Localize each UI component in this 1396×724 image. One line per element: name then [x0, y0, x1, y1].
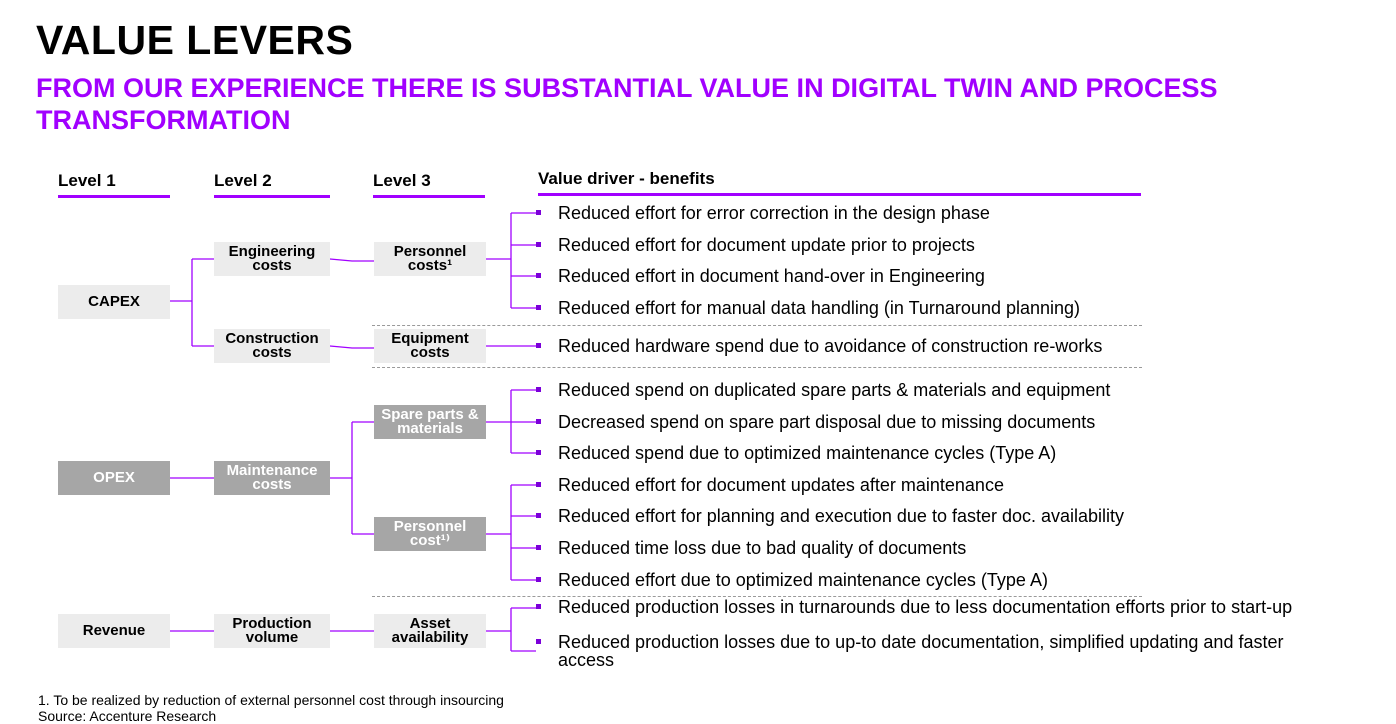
level2-label-line: costs: [252, 257, 292, 274]
benefit-item: Reduced effort for document updates afte…: [536, 476, 1004, 494]
benefit-text: Reduced effort for manual data handling …: [558, 298, 1081, 318]
level3-label-line: Spare parts &: [381, 406, 479, 423]
column-header-level-1: Level 1: [58, 171, 170, 198]
benefit-item: Reduced effort for manual data handling …: [536, 299, 1080, 317]
bullet-icon: [536, 513, 541, 518]
bullet-icon: [536, 604, 541, 609]
connector-engineering-personnel: [329, 258, 374, 262]
level1-revenue-label: Revenue: [82, 622, 146, 639]
bullet-icon: [536, 450, 541, 455]
level3-label-line: cost¹⁾: [409, 532, 451, 549]
benefit-item: Reduced time loss due to bad quality of …: [536, 539, 966, 557]
level1-opex-box: OPEX: [58, 461, 170, 495]
level1-revenue-box: Revenue: [58, 614, 170, 648]
level3-asset-availability-box: Asset availability: [374, 614, 486, 648]
level2-label-line: Production: [232, 615, 312, 632]
level3-label-line: Personnel: [393, 243, 467, 260]
benefit-item: Reduced production losses in turnarounds…: [536, 598, 1336, 616]
divider-dashed: [372, 325, 1142, 326]
level3-label-line: materials: [397, 420, 463, 437]
level2-label-line: costs: [252, 476, 292, 493]
bullet-icon: [536, 273, 541, 278]
bullet-icon: [536, 639, 541, 644]
column-header-level-3: Level 3: [373, 171, 485, 198]
benefit-item: Decreased spend on spare part disposal d…: [536, 413, 1095, 431]
level3-personnel-cost-box: Personnel cost¹⁾: [374, 517, 486, 551]
page-subtitle: FROM OUR EXPERIENCE THERE IS SUBSTANTIAL…: [36, 73, 1218, 135]
benefit-item: Reduced effort due to optimized maintena…: [536, 571, 1048, 589]
bullet-icon: [536, 305, 541, 310]
divider-dashed: [372, 596, 1142, 597]
bullet-icon: [536, 545, 541, 550]
bullet-icon: [536, 343, 541, 348]
bullet-icon: [536, 387, 541, 392]
benefit-item: Reduced effort for error correction in t…: [536, 204, 990, 222]
level3-spare-parts-box: Spare parts & materials: [374, 405, 486, 439]
source-note: Source: Accenture Research: [38, 708, 217, 724]
benefit-text: Reduced effort for document update prior…: [558, 235, 975, 255]
bullet-icon: [536, 419, 541, 424]
connector-construction-equipment: [329, 345, 374, 349]
bullet-icon: [536, 482, 541, 487]
level2-label-line: costs: [252, 344, 292, 361]
bullet-icon: [536, 242, 541, 247]
benefit-text: Reduced effort for error correction in t…: [558, 203, 990, 223]
benefit-item: Reduced effort in document hand-over in …: [536, 267, 985, 285]
column-header-level-2: Level 2: [214, 171, 330, 198]
benefit-text: Reduced hardware spend due to avoidance …: [558, 336, 1103, 356]
divider-dashed: [372, 367, 1142, 368]
level2-engineering-costs-box: Engineering costs: [214, 242, 330, 276]
benefit-text: Reduced effort for planning and executio…: [558, 506, 1125, 526]
benefit-item: Reduced effort for planning and executio…: [536, 507, 1124, 525]
benefit-text: Reduced effort in document hand-over in …: [558, 266, 985, 286]
benefit-item: Reduced effort for document update prior…: [536, 236, 975, 254]
benefit-text: Reduced effort for document updates afte…: [558, 475, 1004, 495]
level3-label-line: costs¹: [407, 257, 453, 274]
level1-capex-label: CAPEX: [88, 293, 140, 310]
benefit-text: Reduced production losses in turnarounds…: [558, 597, 1293, 617]
level3-label-line: costs: [410, 344, 450, 361]
benefit-text: Decreased spend on spare part disposal d…: [558, 412, 1096, 432]
benefit-text: Reduced spend on duplicated spare parts …: [558, 380, 1111, 400]
benefit-text: Reduced spend due to optimized maintenan…: [558, 443, 1057, 463]
level2-label-line: Engineering: [228, 243, 316, 260]
benefit-text: Reduced time loss due to bad quality of …: [558, 538, 967, 558]
benefit-item: Reduced spend on duplicated spare parts …: [536, 381, 1110, 399]
level3-label-line: availability: [391, 629, 469, 646]
benefit-text: Reduced production losses due to up-to d…: [558, 632, 1284, 670]
page-title: VALUE LEVERS: [36, 17, 354, 63]
bullet-icon: [536, 210, 541, 215]
benefit-item: Reduced spend due to optimized maintenan…: [536, 444, 1056, 462]
footnote: 1. To be realized by reduction of extern…: [38, 692, 504, 708]
benefit-item: Reduced hardware spend due to avoidance …: [536, 337, 1102, 355]
level2-label-line: volume: [245, 629, 299, 646]
column-header-benefits: Value driver - benefits: [538, 169, 1141, 196]
benefit-item: Reduced production losses due to up-to d…: [536, 633, 1336, 669]
level3-personnel-costs-box: Personnel costs¹: [374, 242, 486, 276]
level3-equipment-costs-box: Equipment costs: [374, 329, 486, 363]
level3-label-line: Asset: [409, 615, 451, 632]
level2-label-line: Construction: [225, 330, 319, 347]
level3-label-line: Personnel: [393, 518, 467, 535]
level1-capex-box: CAPEX: [58, 285, 170, 319]
level1-opex-label: OPEX: [93, 469, 135, 486]
level2-production-volume-box: Production volume: [214, 614, 330, 648]
level2-label-line: Maintenance: [226, 462, 318, 479]
level2-construction-costs-box: Construction costs: [214, 329, 330, 363]
level2-maintenance-costs-box: Maintenance costs: [214, 461, 330, 495]
bullet-icon: [536, 577, 541, 582]
benefit-text: Reduced effort due to optimized maintena…: [558, 570, 1048, 590]
level3-label-line: Equipment: [391, 330, 469, 347]
